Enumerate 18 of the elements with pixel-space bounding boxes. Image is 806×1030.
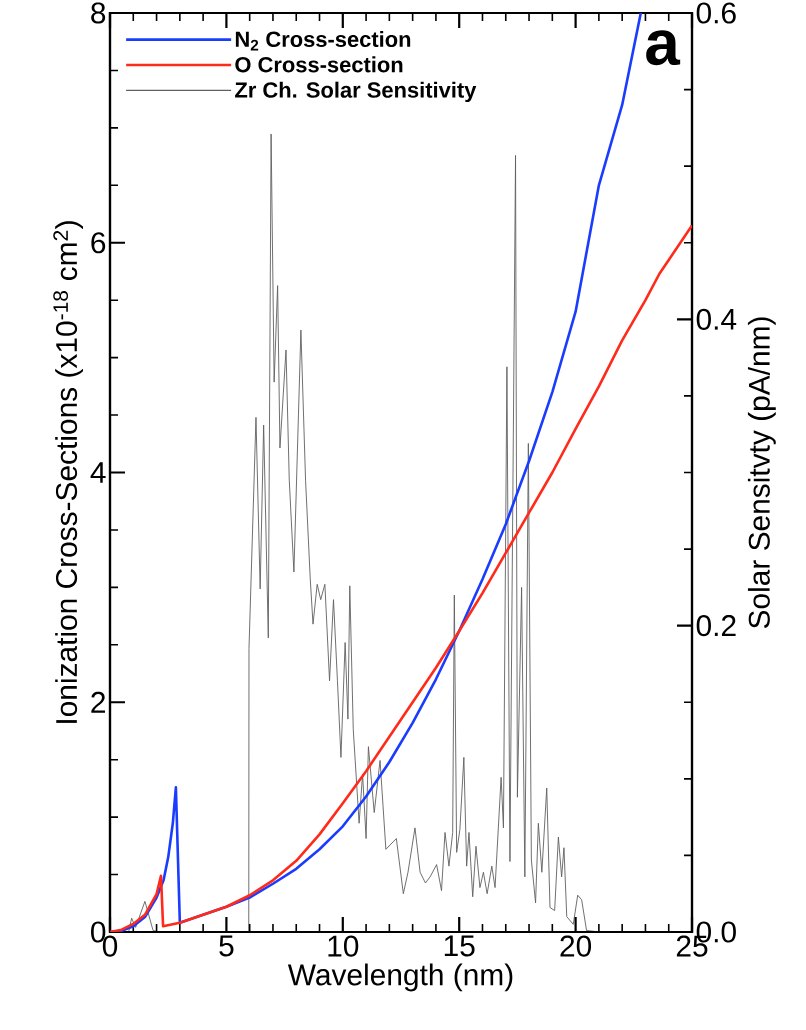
y2-tick-label: 0.6 (696, 2, 736, 24)
x-tick-label: 20 (560, 935, 592, 957)
y2-tick-label: 0.2 (696, 615, 736, 637)
x-tick-label: 15 (444, 935, 475, 957)
y-axis-title: Ionization Cross-Sections (x10$^{-18}$ cm$^{2}$) (53, 221, 84, 723)
y-tick-label: 6 (91, 232, 106, 254)
x-axis-title: Wavelength (nm) (287, 963, 513, 992)
legend-label: N$_{2}$ Cross-section (235, 30, 411, 51)
y-tick-label: 8 (91, 2, 106, 24)
y-tick-label: 4 (90, 462, 106, 483)
annotation: a (646, 30, 681, 66)
legend-label: Zr Ch. Solar Sensitivity (235, 81, 477, 103)
x-tick-label: 10 (328, 935, 359, 957)
x-tick-label: 5 (219, 935, 234, 957)
y2-tick-label: 0.4 (696, 308, 737, 330)
legend-label: O Cross-section (235, 56, 403, 73)
y-tick-label: 2 (91, 691, 105, 713)
y2-axis-title: Solar Sensitvty (pA/nm) (747, 317, 776, 629)
